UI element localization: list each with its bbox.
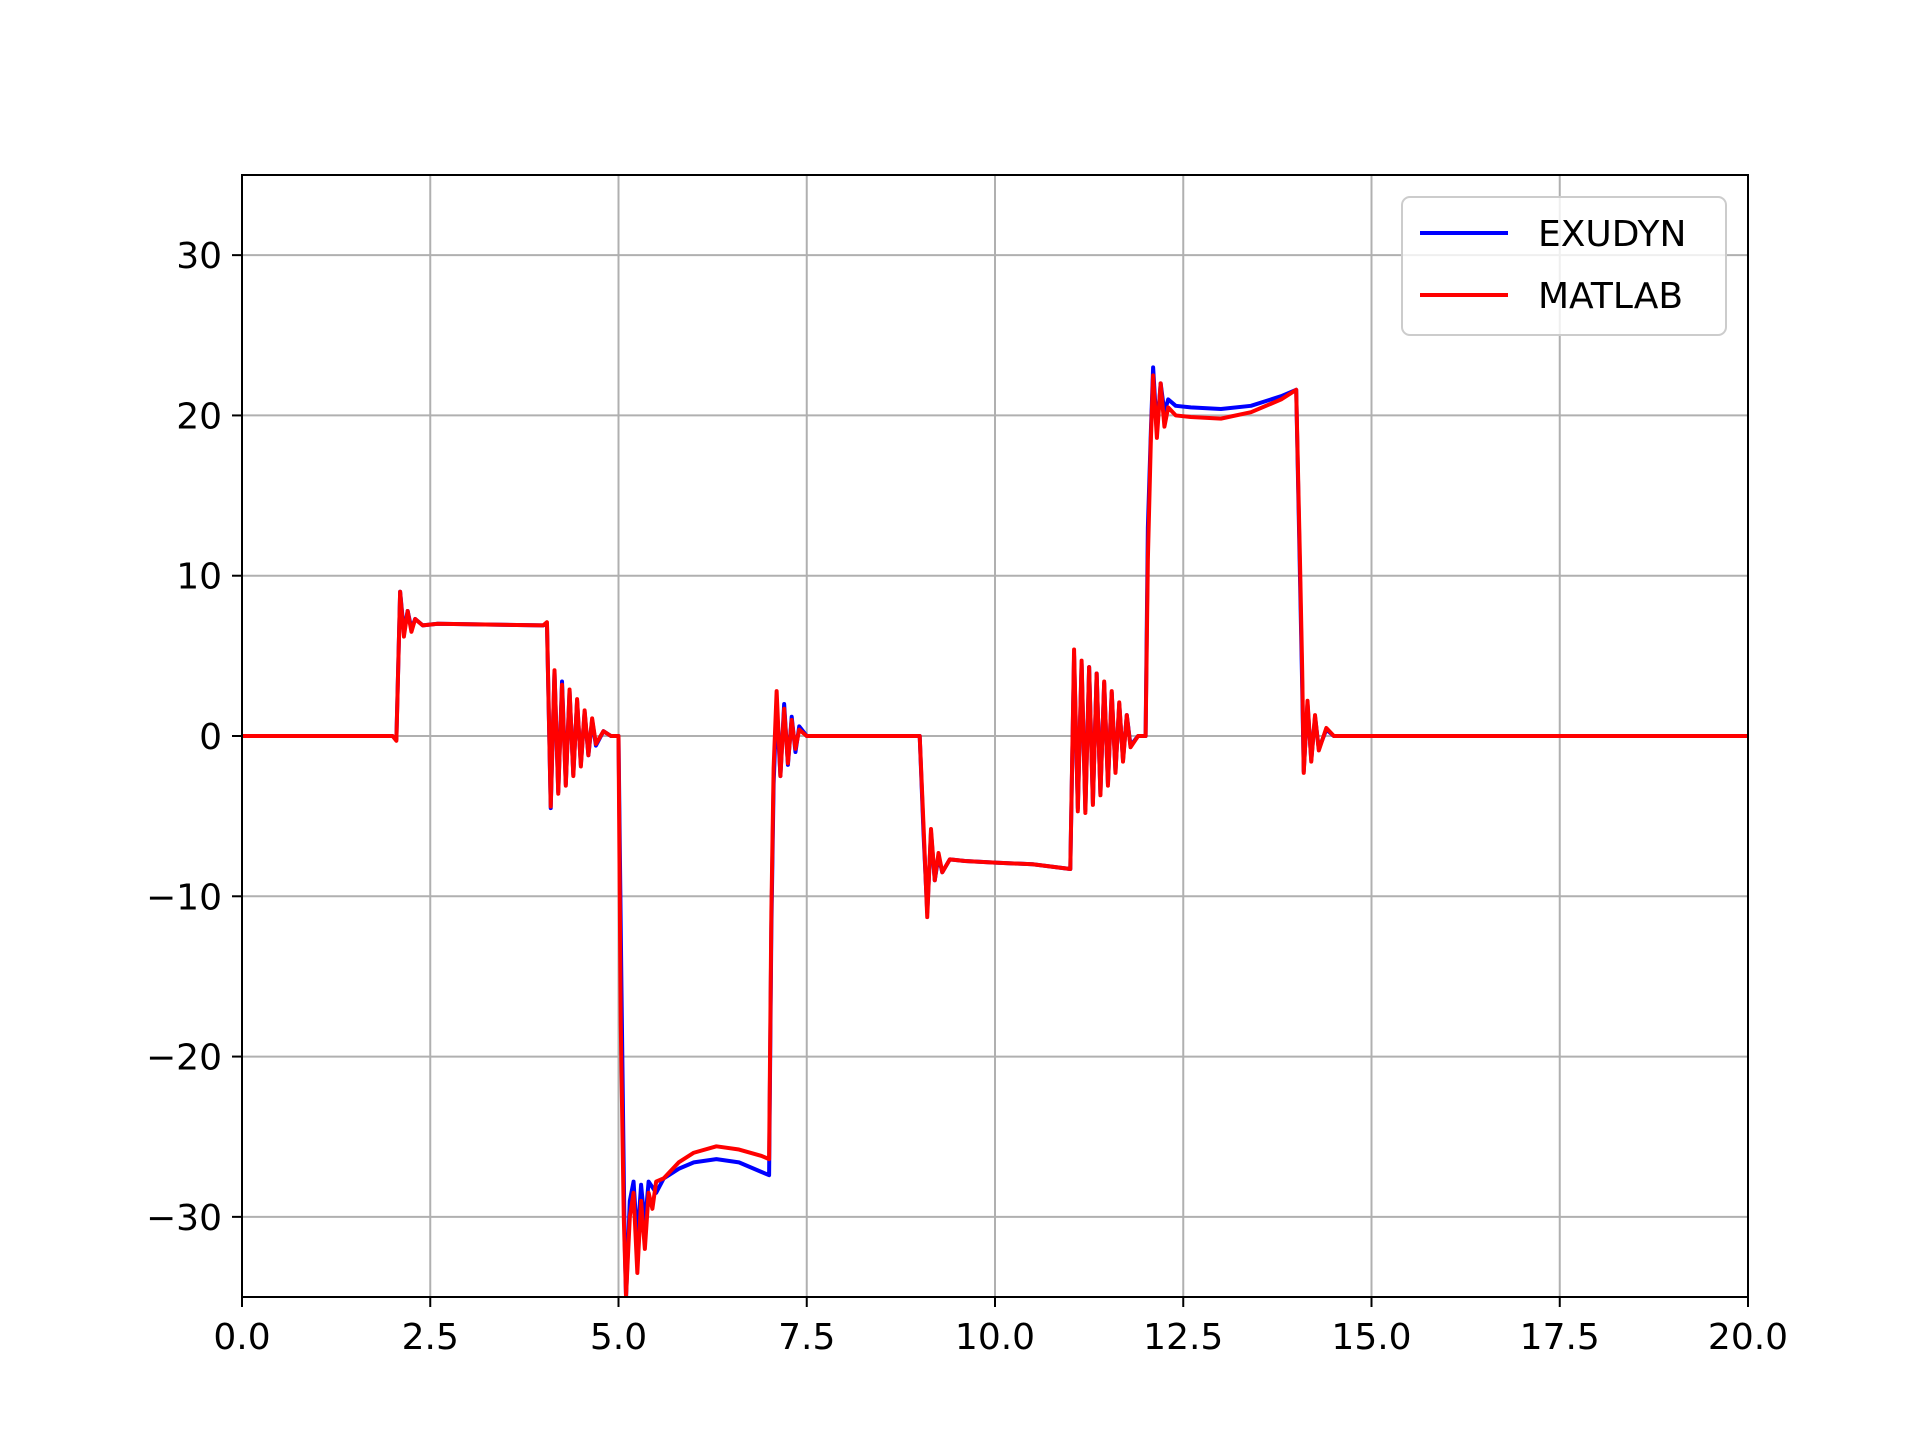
legend: EXUDYN MATLAB xyxy=(1401,196,1727,336)
x-tick-label: 12.5 xyxy=(1143,1317,1223,1358)
x-tick-label: 2.5 xyxy=(402,1317,459,1358)
legend-label-matlab: MATLAB xyxy=(1538,276,1683,317)
series-layer xyxy=(242,365,1748,1297)
y-tick-label: 20 xyxy=(176,396,222,437)
y-tick-label: 10 xyxy=(176,557,222,598)
x-tick-label: 5.0 xyxy=(590,1317,647,1358)
y-tick-label: −10 xyxy=(146,877,222,918)
series-line-matlab xyxy=(242,373,1748,1297)
y-tick-label: 30 xyxy=(176,236,222,277)
y-tick-label: −20 xyxy=(146,1038,222,1079)
x-tick-label: 17.5 xyxy=(1520,1317,1600,1358)
x-axis: 0.0 2.5 5.0 7.5 10.0 12.5 15.0 17.5 20.0 xyxy=(213,1297,1788,1358)
x-tick-label: 10.0 xyxy=(955,1317,1035,1358)
y-axis: 30 20 10 0 −10 −20 −30 xyxy=(146,236,242,1239)
x-tick-label: 20.0 xyxy=(1708,1317,1788,1358)
x-tick-label: 0.0 xyxy=(213,1317,270,1358)
x-tick-label: 15.0 xyxy=(1331,1317,1411,1358)
y-tick-label: 0 xyxy=(199,717,222,758)
y-tick-label: −30 xyxy=(146,1198,222,1239)
x-tick-label: 7.5 xyxy=(778,1317,835,1358)
legend-label-exudyn: EXUDYN xyxy=(1538,214,1686,255)
